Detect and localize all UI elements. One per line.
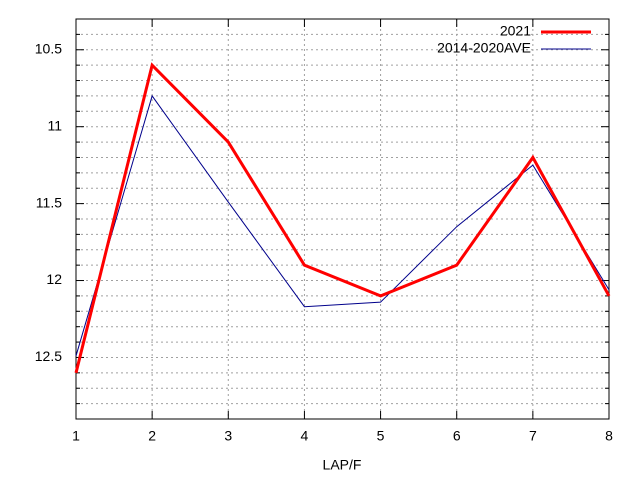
x-tick-label: 8 — [605, 428, 613, 444]
y-tick-label: 12 — [46, 271, 62, 287]
y-tick-label: 11.5 — [36, 194, 62, 210]
x-tick-label: 7 — [529, 428, 537, 444]
legend-label: 2021 — [500, 23, 531, 39]
series-line — [75, 94, 610, 357]
y-tick-label: 10.5 — [35, 40, 62, 56]
x-tick-label: 5 — [377, 428, 385, 444]
plot-frame — [75, 18, 610, 420]
series-line — [74, 62, 611, 374]
x-tick-label: 4 — [301, 428, 309, 444]
legend-label: 2014-2020AVE — [437, 40, 531, 56]
x-tick-label: 2 — [148, 428, 156, 444]
y-tick-label: 12.5 — [35, 348, 62, 364]
x-tick-label: 3 — [224, 428, 232, 444]
y-tick-label: 11 — [47, 117, 62, 133]
x-tick-label: 6 — [453, 428, 461, 444]
x-tick-label: 1 — [72, 428, 80, 444]
x-axis-label: LAP/F — [323, 457, 362, 473]
